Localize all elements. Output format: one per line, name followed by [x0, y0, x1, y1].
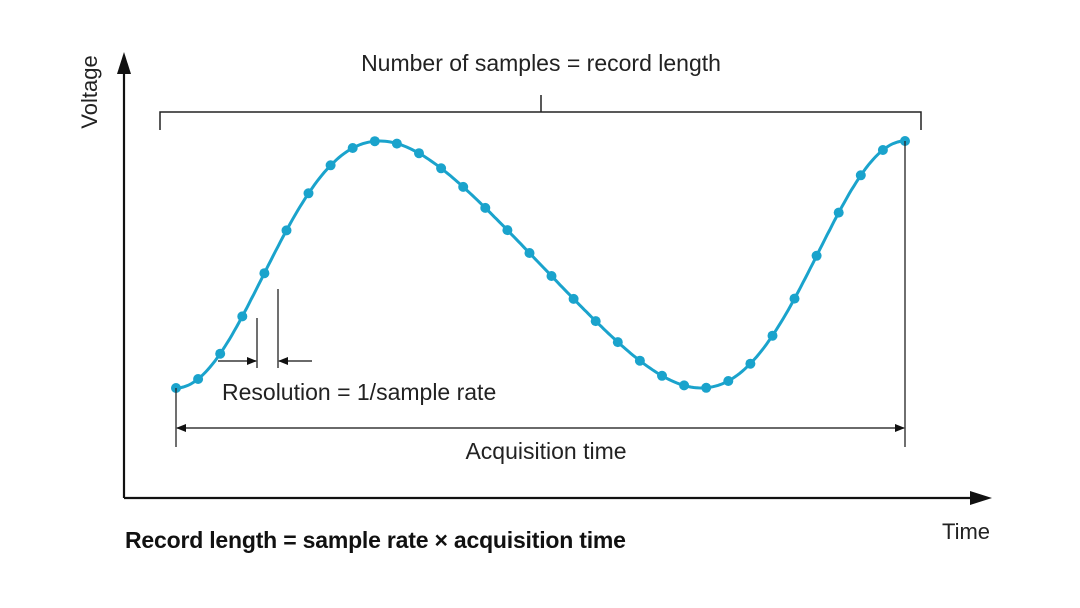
sample-point: [369, 136, 380, 147]
sample-point: [634, 355, 645, 366]
sample-point: [723, 376, 734, 386]
sample-point: [215, 348, 226, 359]
sample-point: [480, 202, 491, 213]
sample-point: [237, 311, 248, 322]
sample-point: [347, 143, 358, 153]
sample-point: [745, 358, 756, 369]
sample-point: [833, 207, 844, 218]
sample-point: [436, 163, 447, 174]
record-length-label: Number of samples = record length: [361, 50, 721, 76]
y-axis-arrowhead: [117, 52, 131, 74]
record-length-bracket: [159, 95, 922, 130]
sample-point: [877, 145, 888, 155]
sample-point: [612, 337, 623, 348]
sample-point: [281, 225, 292, 236]
sample-point: [811, 250, 822, 261]
sample-point: [657, 370, 667, 381]
sample-point: [325, 160, 336, 171]
formula-caption: Record length = sample rate × acquisitio…: [125, 527, 626, 553]
sample-point: [590, 316, 601, 327]
x-axis-arrowhead: [970, 491, 992, 505]
sample-point: [679, 380, 690, 391]
y-axis-label: Voltage: [77, 55, 102, 128]
sample-point: [259, 268, 270, 279]
sample-point: [414, 148, 424, 159]
x-axis-label: Time: [942, 519, 990, 544]
sample-point: [193, 374, 204, 384]
resolution-label: Resolution = 1/sample rate: [222, 379, 496, 405]
sample-point: [391, 138, 402, 149]
sample-point: [502, 225, 513, 236]
sample-point: [458, 181, 469, 192]
acquisition-time-label: Acquisition time: [465, 438, 626, 464]
sample-point: [568, 293, 579, 304]
sample-point: [524, 248, 535, 258]
sample-point: [546, 271, 557, 281]
sample-point: [789, 293, 800, 304]
sample-point: [701, 382, 712, 393]
sample-point: [303, 188, 314, 199]
waveform-curve: [175, 139, 906, 390]
sample-point: [855, 170, 866, 181]
sample-point: [767, 330, 778, 341]
sampled-waveform: [171, 136, 910, 393]
